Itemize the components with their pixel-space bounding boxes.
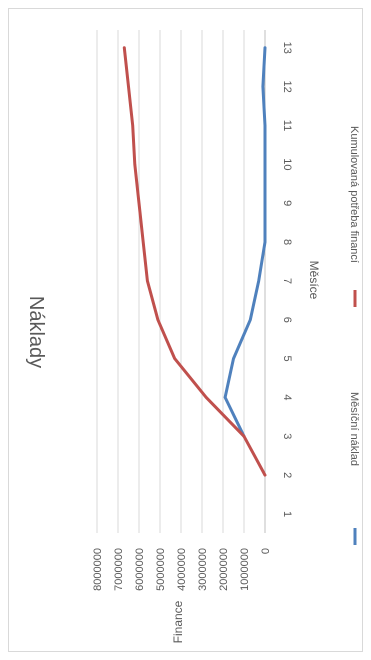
x-tick-label: 9 bbox=[281, 200, 293, 206]
x-tick-label: 11 bbox=[281, 120, 293, 131]
chart-frame bbox=[8, 8, 363, 652]
series-line bbox=[122, 46, 267, 477]
x-tick-label: 1 bbox=[281, 511, 293, 517]
y-tick-label: 4000000 bbox=[176, 548, 188, 591]
y-tick-label: 2000000 bbox=[218, 548, 230, 591]
y-tick-label: 3000000 bbox=[197, 548, 209, 591]
series-layer bbox=[122, 46, 267, 477]
x-tick-label: 6 bbox=[281, 317, 293, 323]
legend-label: Měsíční náklad bbox=[348, 392, 360, 466]
legend-label: Kumulovaná potřeba financí bbox=[348, 126, 360, 263]
series-line bbox=[223, 46, 267, 438]
x-tick-label: 13 bbox=[281, 42, 293, 54]
chart-title: Náklady bbox=[25, 296, 47, 368]
x-tick-label: 7 bbox=[281, 278, 293, 284]
y-tick-label: 0 bbox=[260, 548, 272, 554]
y-tick-label: 8000000 bbox=[92, 548, 104, 591]
y-tick-label: 1000000 bbox=[239, 548, 251, 591]
legend: Měsíční náklad Kumulovaná potřeba financí bbox=[348, 126, 360, 545]
x-tick-label: 5 bbox=[281, 356, 293, 362]
x-tick-label: 3 bbox=[281, 433, 293, 439]
y-tick-label: 7000000 bbox=[113, 548, 125, 591]
x-tick-label: 2 bbox=[281, 472, 293, 478]
y-axis-title: Finance bbox=[171, 600, 185, 643]
y-tick-labels: 0 1000000 2000000 3000000 4000000 5000000 6000… bbox=[92, 548, 272, 591]
x-tick-label: 12 bbox=[281, 81, 293, 93]
grid-layer bbox=[96, 30, 266, 533]
y-tick-label: 5000000 bbox=[155, 548, 167, 591]
x-tick-label: 8 bbox=[281, 239, 293, 245]
x-tick-label: 10 bbox=[281, 158, 293, 170]
x-axis-title: Měsíce bbox=[307, 261, 321, 300]
x-tick-label: 4 bbox=[281, 394, 293, 400]
y-tick-label: 6000000 bbox=[134, 548, 146, 591]
